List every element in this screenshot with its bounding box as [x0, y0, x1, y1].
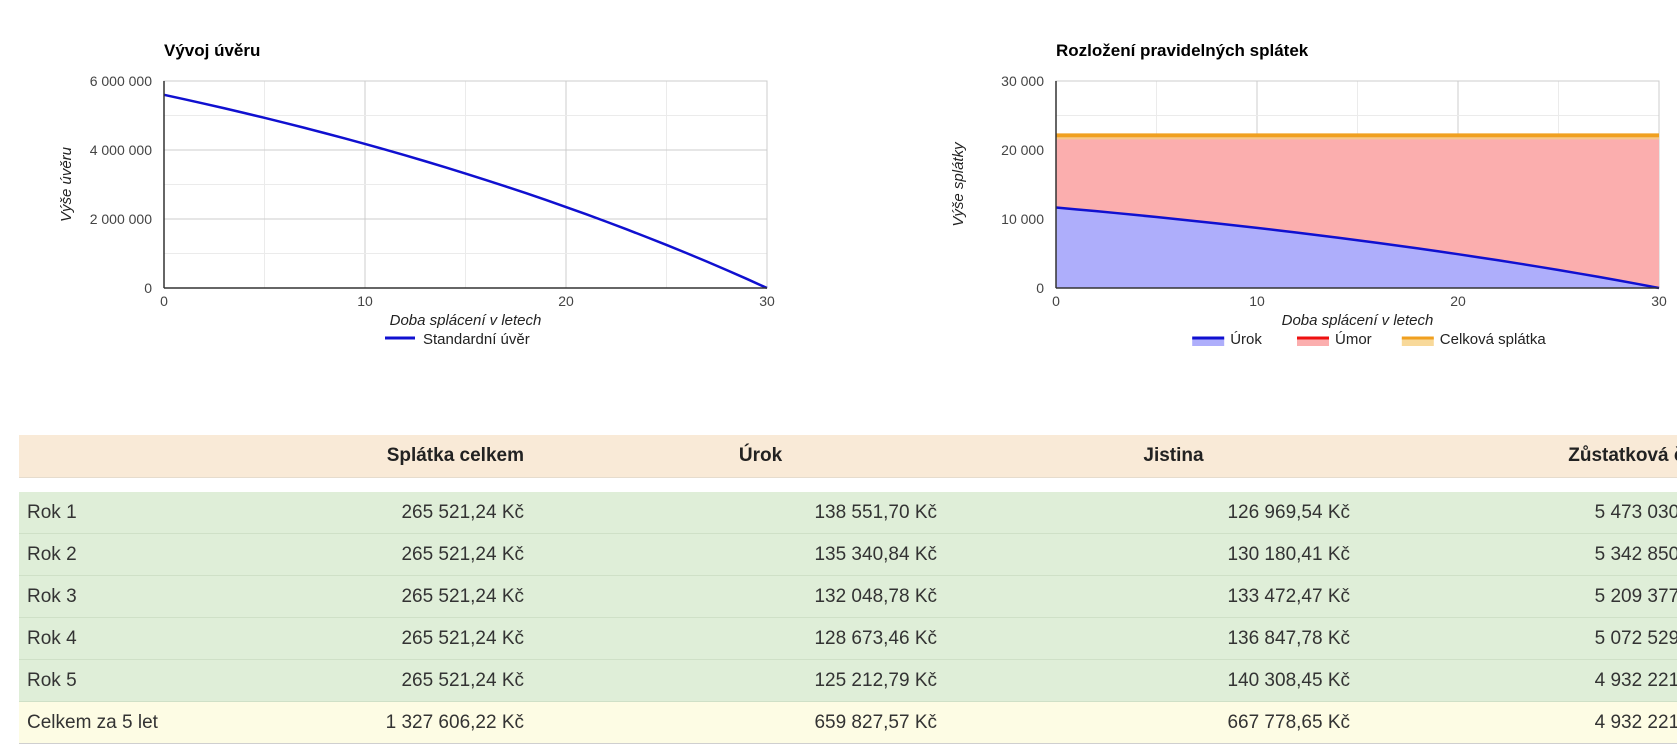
y-axis-label: Výše úvěru — [58, 146, 75, 222]
total-payment: 1 327 606,22 Kč — [197, 701, 524, 744]
cell-remaining: 5 072 529,80 Kč — [1350, 617, 1677, 660]
cell-interest: 132 048,78 Kč — [524, 575, 937, 618]
cell-total-payment: 265 521,24 Kč — [197, 492, 524, 534]
legend-swatch — [1192, 338, 1225, 346]
row-label: Rok 4 — [19, 617, 197, 660]
cell-principal: 140 308,45 Kč — [937, 659, 1350, 702]
total-remaining: 4 932 221,35 Kč — [1350, 701, 1677, 744]
header-total-payment: Splátka celkem — [197, 435, 524, 478]
cell-principal: 126 969,54 Kč — [937, 492, 1350, 534]
cell-principal: 130 180,41 Kč — [937, 533, 1350, 576]
cell-remaining: 5 209 377,58 Kč — [1350, 575, 1677, 618]
legend-label: Celková splátka — [1440, 331, 1547, 348]
series-area-urok — [1056, 207, 1659, 288]
row-label: Rok 5 — [19, 659, 197, 702]
series-line-0 — [163, 93, 768, 290]
header-interest: Úrok — [524, 435, 937, 478]
table-row: Rok 2 265 521,24 Kč 135 340,84 Kč 130 18… — [19, 533, 1677, 576]
y-tick-label: 10 000 — [1001, 211, 1044, 227]
legend-label: Úmor — [1335, 331, 1372, 348]
loan-balance-chart: Vývoj úvěru 0 2 000 000 4 000 000 6 000 000 0… — [58, 41, 775, 348]
x-tick-label: 20 — [1450, 293, 1466, 309]
header-label — [19, 435, 197, 478]
legend-swatch — [1297, 338, 1329, 346]
row-label: Rok 1 — [19, 492, 197, 534]
x-tick-label: 30 — [759, 293, 775, 309]
table-header-row: Splátka celkem Úrok Jistina Zůstatková č… — [19, 435, 1677, 478]
chart-title: Vývoj úvěru — [164, 41, 260, 60]
table-spacer — [19, 477, 1677, 492]
cell-interest: 125 212,79 Kč — [524, 659, 937, 702]
payment-breakdown-chart: Rozložení pravidelných splátek 0 10 000 20 … — [950, 41, 1667, 348]
x-tick-label: 10 — [1249, 293, 1265, 309]
cell-remaining: 5 342 850,05 Kč — [1350, 533, 1677, 576]
header-principal: Jistina — [937, 435, 1350, 478]
cell-interest: 135 340,84 Kč — [524, 533, 937, 576]
table-row: Rok 5 265 521,24 Kč 125 212,79 Kč 140 30… — [19, 659, 1677, 702]
y-tick-label: 30 000 — [1001, 73, 1044, 89]
header-remaining: Zůstatková částka — [1350, 435, 1677, 478]
amortization-table-wrapper: Splátka celkem Úrok Jistina Zůstatková č… — [19, 435, 1677, 744]
x-tick-label: 0 — [160, 293, 168, 309]
y-axis-label: Výše splátky — [950, 141, 967, 227]
cell-total-payment: 265 521,24 Kč — [197, 617, 524, 660]
y-tick-label: 6 000 000 — [90, 73, 152, 89]
legend-label: Standardní úvěr — [423, 331, 530, 348]
table-row: Rok 3 265 521,24 Kč 132 048,78 Kč 133 47… — [19, 575, 1677, 618]
cell-interest: 138 551,70 Kč — [524, 492, 937, 534]
cell-interest: 128 673,46 Kč — [524, 617, 937, 660]
cell-total-payment: 265 521,24 Kč — [197, 533, 524, 576]
y-tick-label: 2 000 000 — [90, 211, 152, 227]
cell-principal: 133 472,47 Kč — [937, 575, 1350, 618]
x-axis-label: Doba splácení v letech — [390, 312, 542, 329]
total-interest: 659 827,57 Kč — [524, 701, 937, 744]
cell-total-payment: 265 521,24 Kč — [197, 659, 524, 702]
cell-principal: 136 847,78 Kč — [937, 617, 1350, 660]
total-label: Celkem za 5 let — [19, 701, 197, 744]
table-total-row: Celkem za 5 let 1 327 606,22 Kč 659 827,… — [19, 701, 1677, 744]
y-tick-label: 4 000 000 — [90, 142, 152, 158]
total-principal: 667 778,65 Kč — [937, 701, 1350, 744]
x-axis-label: Doba splácení v letech — [1282, 312, 1434, 329]
table-row: Rok 1 265 521,24 Kč 138 551,70 Kč 126 96… — [19, 492, 1677, 534]
x-tick-label: 30 — [1651, 293, 1667, 309]
series-area-umor — [1056, 135, 1659, 288]
y-tick-label: 20 000 — [1001, 142, 1044, 158]
cell-total-payment: 265 521,24 Kč — [197, 575, 524, 618]
series-line-urok — [1055, 206, 1660, 290]
row-label: Rok 2 — [19, 533, 197, 576]
chart-title: Rozložení pravidelných splátek — [1056, 41, 1309, 60]
y-tick-label: 0 — [1036, 280, 1044, 296]
cell-remaining: 5 473 030,46 Kč — [1350, 492, 1677, 534]
x-tick-label: 10 — [357, 293, 373, 309]
cell-remaining: 4 932 221,35 Kč — [1350, 659, 1677, 702]
legend-swatch — [1401, 338, 1434, 346]
legend-label: Úrok — [1230, 331, 1262, 348]
x-tick-label: 20 — [558, 293, 574, 309]
x-tick-label: 0 — [1052, 293, 1060, 309]
table-row: Rok 4 265 521,24 Kč 128 673,46 Kč 136 84… — [19, 617, 1677, 660]
amortization-table: Splátka celkem Úrok Jistina Zůstatková č… — [19, 435, 1677, 744]
row-label: Rok 3 — [19, 575, 197, 618]
y-tick-label: 0 — [144, 280, 152, 296]
